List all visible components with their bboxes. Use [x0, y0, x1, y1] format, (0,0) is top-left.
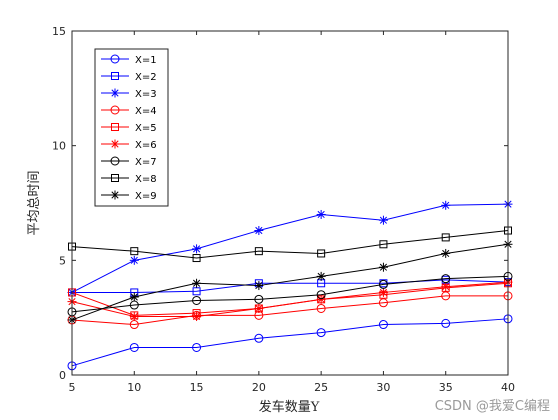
y-tick-label: 15 — [52, 25, 66, 38]
data-point — [441, 200, 451, 210]
legend-entry: X=1 — [101, 54, 157, 66]
legend-marker — [110, 88, 120, 98]
legend-label: X=9 — [135, 191, 157, 202]
legend-marker — [111, 123, 119, 131]
data-point — [192, 287, 201, 296]
data-point — [254, 247, 263, 256]
legend-label: X=4 — [135, 106, 157, 117]
data-point — [441, 282, 451, 292]
data-point — [441, 248, 451, 258]
data-point — [254, 226, 264, 236]
series-X=1 — [67, 314, 513, 371]
legend-entry: X=5 — [101, 123, 157, 134]
data-point — [378, 320, 388, 330]
legend: X=1 X=2 X=3 X=4 X=5 X=6 X=7 X=8 X=9 — [94, 48, 169, 207]
legend-label: X=6 — [135, 140, 157, 151]
legend-marker — [110, 139, 120, 149]
legend-marker — [110, 190, 120, 200]
x-tick-label: 20 — [252, 381, 266, 394]
watermark-text: CSDN @我爱C编程 — [434, 399, 550, 414]
legend-entry: X=6 — [101, 139, 157, 151]
data-point — [316, 303, 326, 313]
data-point — [129, 292, 139, 302]
y-axis-label: 平均总时间 — [27, 170, 42, 235]
data-point — [378, 279, 388, 289]
series-line — [71, 295, 508, 326]
series-line — [71, 318, 509, 367]
data-point — [192, 342, 202, 352]
series-line — [71, 243, 509, 321]
x-tick-label: 40 — [501, 381, 515, 394]
axes-box — [71, 30, 509, 376]
data-point — [316, 271, 326, 281]
y-tick-label: 10 — [52, 140, 66, 153]
data-point — [378, 262, 388, 272]
x-tick-label: 5 — [69, 381, 76, 394]
data-point — [441, 233, 450, 242]
data-point — [192, 254, 201, 263]
legend-label: X=2 — [135, 72, 157, 83]
legend-label: X=7 — [135, 157, 157, 168]
legend-entry: X=9 — [101, 190, 157, 202]
legend-entry: X=3 — [101, 88, 157, 100]
series-line — [72, 279, 509, 293]
data-point — [254, 281, 264, 291]
data-point — [254, 333, 264, 343]
data-point — [378, 287, 388, 297]
legend-label: X=8 — [135, 174, 157, 185]
data-point — [192, 312, 202, 322]
data-point — [192, 244, 202, 254]
legend-marker — [111, 174, 119, 182]
legend-label: X=1 — [135, 55, 157, 66]
data-point — [441, 291, 451, 301]
x-tick-label: 35 — [439, 381, 453, 394]
x-tick-label: 15 — [190, 381, 204, 394]
x-axis-label: 发车数量Y — [259, 399, 320, 415]
legend-entry: X=4 — [101, 105, 157, 117]
data-point — [378, 215, 388, 225]
series-line — [71, 203, 509, 293]
legend-marker — [111, 72, 119, 80]
data-point — [379, 240, 388, 249]
data-point — [254, 294, 264, 304]
legend-entry: X=7 — [101, 156, 157, 168]
plot-area — [67, 199, 513, 371]
x-tick-label: 25 — [314, 381, 328, 394]
data-point — [129, 342, 139, 352]
series-line — [71, 275, 509, 313]
data-point — [130, 247, 139, 256]
data-point — [254, 303, 264, 313]
series-line — [71, 230, 509, 259]
data-point — [316, 294, 326, 304]
data-point — [316, 290, 326, 300]
legend-marker — [110, 54, 120, 64]
legend-entry: X=8 — [101, 174, 157, 185]
legend-label: X=5 — [135, 123, 157, 134]
legend-label: X=3 — [135, 89, 157, 100]
data-point — [129, 255, 139, 265]
data-point — [378, 298, 388, 308]
y-tick-label: 0 — [59, 369, 66, 382]
data-point — [129, 312, 139, 322]
x-tick-label: 30 — [376, 381, 390, 394]
data-point — [192, 278, 202, 288]
x-tick-label: 10 — [127, 381, 141, 394]
data-point — [441, 318, 451, 328]
data-point — [316, 209, 326, 219]
series-line — [71, 281, 509, 318]
legend-marker — [110, 105, 120, 115]
y-tick-label: 5 — [59, 254, 66, 267]
legend-entry: X=2 — [101, 72, 157, 83]
series-X=8 — [68, 226, 512, 263]
data-point — [192, 295, 202, 305]
data-point — [316, 328, 326, 338]
data-point — [317, 249, 326, 258]
data-point — [441, 274, 451, 284]
legend-marker — [110, 156, 120, 166]
